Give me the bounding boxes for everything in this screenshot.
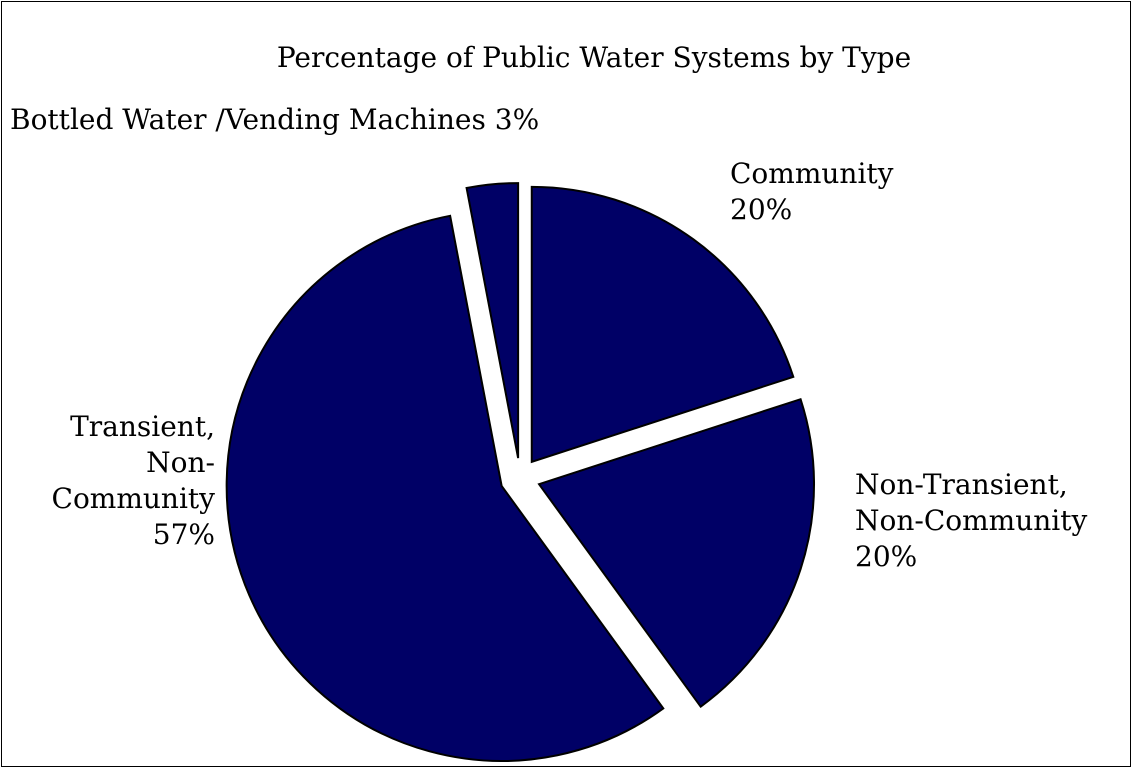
slice-label-line: 20% [855, 540, 917, 573]
slice-label-bottled-water-vending-machines: Bottled Water /Vending Machines 3% [10, 103, 539, 136]
slice-labels: Community 20%Non-Transient, Non-Community 2… [10, 103, 1088, 573]
slice-label-line: 57% [153, 518, 215, 551]
slice-label-line: Non-Community [855, 504, 1088, 537]
pie-slice-transient-non-community [225, 214, 665, 762]
slice-label-line: Bottled Water /Vending Machines 3% [10, 103, 539, 136]
slice-label-community: Community 20% [730, 157, 894, 226]
slice-label-non-transient-non-community: Non-Transient, Non-Community 20% [855, 468, 1088, 573]
pie-slice-bottled-water-vending-machines [465, 182, 520, 459]
slice-label-line: Community [52, 482, 216, 515]
pie-slice-non-transient-non-community [537, 397, 815, 709]
chart-title: Percentage of Public Water Systems by Ty… [277, 41, 911, 74]
pie-slice-community [530, 185, 795, 464]
slice-label-line: 20% [730, 193, 792, 226]
slice-label-line: Non-Transient, [855, 468, 1068, 501]
slice-label-line: Community [730, 157, 894, 190]
slice-label-transient-non-community: Transient, Non-Community 57% [52, 410, 216, 551]
slice-label-line: Transient, [70, 410, 215, 443]
slice-label-line: Non- [146, 446, 215, 479]
pie-slices [225, 182, 815, 762]
